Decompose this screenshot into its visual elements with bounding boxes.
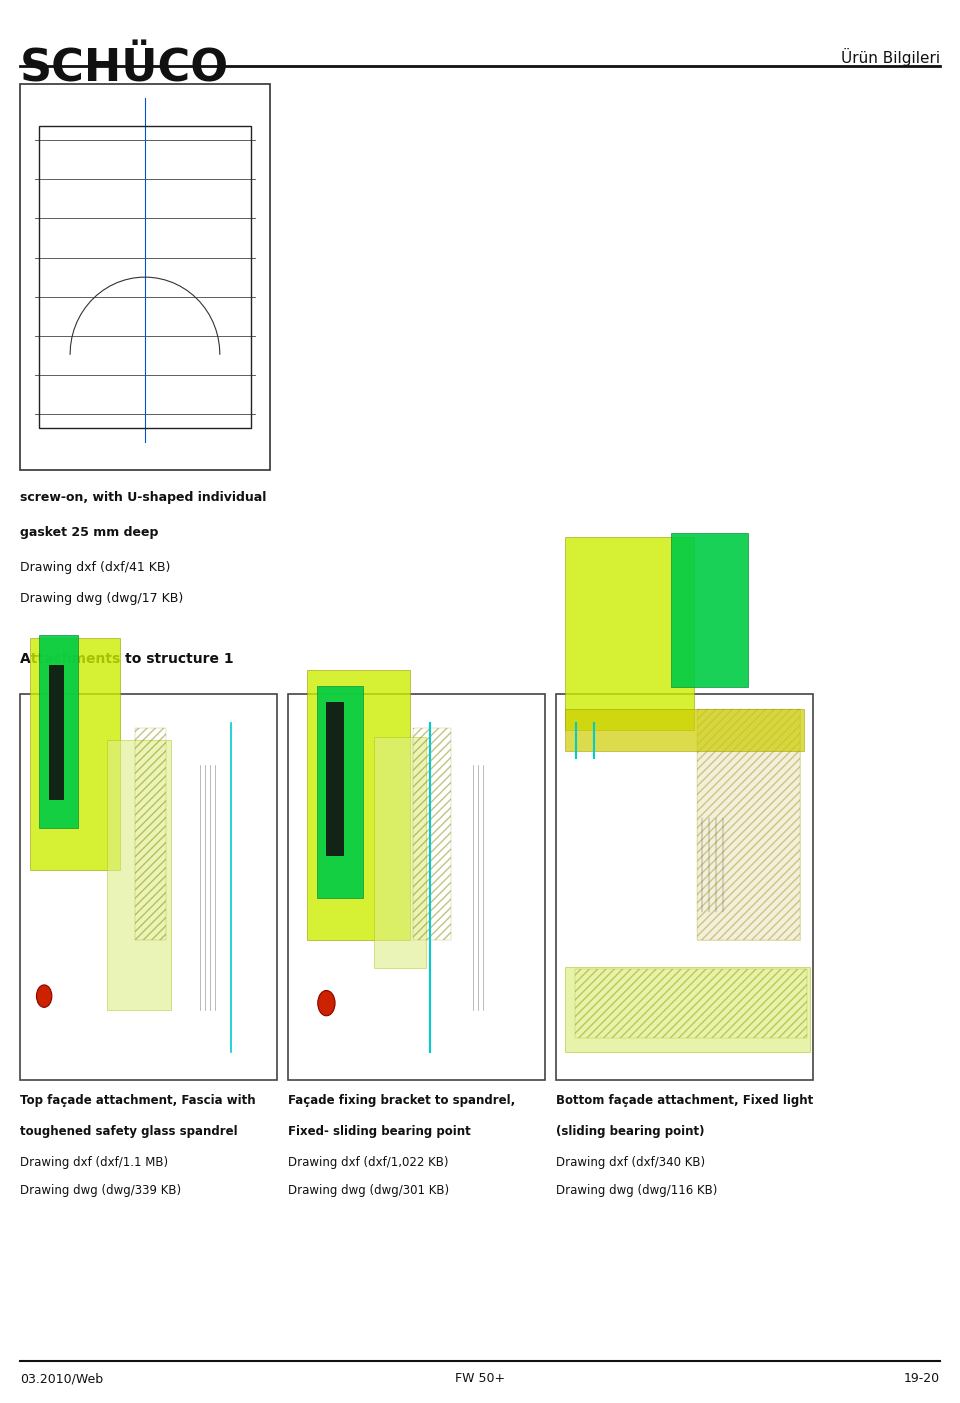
Bar xyxy=(288,694,545,1080)
Bar xyxy=(307,671,410,940)
Bar xyxy=(135,728,166,940)
Text: 19-20: 19-20 xyxy=(903,1372,940,1385)
Text: Drawing dxf (dxf/1.1 MB): Drawing dxf (dxf/1.1 MB) xyxy=(20,1156,168,1169)
Bar xyxy=(49,665,64,800)
Text: Drawing dwg (dwg/301 KB): Drawing dwg (dwg/301 KB) xyxy=(288,1184,449,1197)
Text: Drawing dwg (dwg/116 KB): Drawing dwg (dwg/116 KB) xyxy=(556,1184,717,1197)
Bar xyxy=(671,533,748,687)
Text: (sliding bearing point): (sliding bearing point) xyxy=(556,1125,705,1138)
Bar xyxy=(39,634,78,828)
Text: gasket 25 mm deep: gasket 25 mm deep xyxy=(20,526,158,539)
Bar xyxy=(326,702,345,856)
Text: 03.2010/Web: 03.2010/Web xyxy=(20,1372,104,1385)
Text: screw-on, with U-shaped individual: screw-on, with U-shaped individual xyxy=(20,491,267,504)
Text: FW 50+: FW 50+ xyxy=(455,1372,505,1385)
Bar xyxy=(413,728,451,940)
Text: Bottom façade attachment, Fixed light: Bottom façade attachment, Fixed light xyxy=(556,1094,813,1107)
Text: Attachments to structure 1: Attachments to structure 1 xyxy=(20,652,234,666)
Bar xyxy=(107,741,171,1010)
Text: Façade fixing bracket to spandrel,: Façade fixing bracket to spandrel, xyxy=(288,1094,516,1107)
Bar xyxy=(697,709,801,940)
Text: toughened safety glass spandrel: toughened safety glass spandrel xyxy=(20,1125,238,1138)
Bar xyxy=(565,968,810,1052)
Bar xyxy=(565,537,694,730)
Text: Drawing dxf (dxf/41 KB): Drawing dxf (dxf/41 KB) xyxy=(20,561,171,574)
Bar xyxy=(565,709,804,751)
Bar xyxy=(317,686,363,898)
Bar xyxy=(20,84,270,470)
Circle shape xyxy=(318,991,335,1016)
Bar xyxy=(575,968,806,1038)
Text: Ürün Bilgileri: Ürün Bilgileri xyxy=(841,48,940,66)
Bar xyxy=(697,709,801,940)
Text: Drawing dwg (dwg/17 KB): Drawing dwg (dwg/17 KB) xyxy=(20,592,183,605)
Text: Fixed- sliding bearing point: Fixed- sliding bearing point xyxy=(288,1125,470,1138)
Text: Drawing dxf (dxf/340 KB): Drawing dxf (dxf/340 KB) xyxy=(556,1156,705,1169)
Bar xyxy=(39,126,251,428)
Bar xyxy=(556,694,813,1080)
Bar xyxy=(20,694,277,1080)
Text: Drawing dxf (dxf/1,022 KB): Drawing dxf (dxf/1,022 KB) xyxy=(288,1156,448,1169)
Bar xyxy=(374,737,426,968)
Text: Drawing dwg (dwg/339 KB): Drawing dwg (dwg/339 KB) xyxy=(20,1184,181,1197)
Circle shape xyxy=(36,985,52,1007)
Bar xyxy=(30,638,120,870)
Text: SCHÜCO: SCHÜCO xyxy=(20,48,229,91)
Text: Top façade attachment, Fascia with: Top façade attachment, Fascia with xyxy=(20,1094,255,1107)
